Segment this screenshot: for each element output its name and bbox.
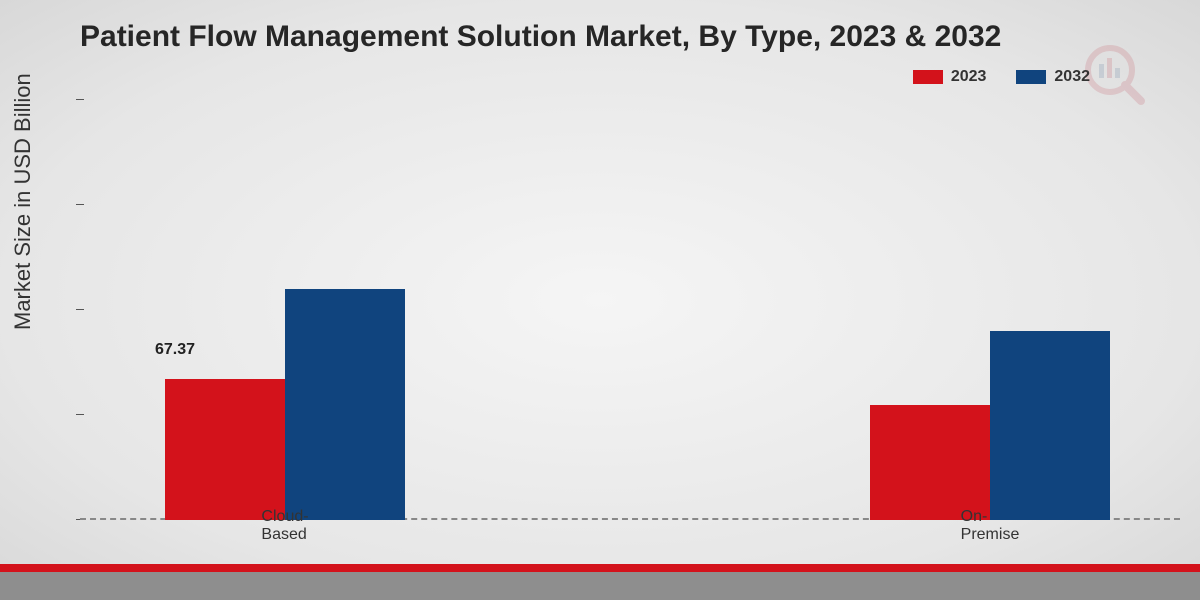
- bar-value-label: 67.37: [155, 341, 195, 359]
- footer-red-band: [0, 564, 1200, 572]
- legend-label-2023: 2023: [951, 68, 987, 86]
- legend-swatch-2032: [1016, 70, 1046, 84]
- chart-container: Patient Flow Management Solution Market,…: [0, 0, 1200, 600]
- legend-item-2032: 2032: [1016, 68, 1090, 86]
- legend-item-2023: 2023: [913, 68, 987, 86]
- bar: [990, 331, 1110, 520]
- y-axis-label: Market Size in USD Billion: [10, 73, 36, 330]
- chart-legend: 2023 2032: [913, 68, 1090, 86]
- y-tick: [76, 99, 84, 100]
- y-tick: [76, 414, 84, 415]
- bar: [165, 379, 285, 520]
- y-tick: [76, 309, 84, 310]
- x-category-label: Cloud-Based: [261, 508, 308, 544]
- chart-title: Patient Flow Management Solution Market,…: [80, 20, 1001, 54]
- footer-grey-band: [0, 572, 1200, 600]
- bar: [870, 405, 990, 521]
- y-tick: [76, 204, 84, 205]
- bar: [285, 289, 405, 520]
- legend-swatch-2023: [913, 70, 943, 84]
- plot-area: Cloud-BasedOn-Premise67.37: [80, 100, 1180, 520]
- x-category-label: On-Premise: [961, 508, 1020, 544]
- legend-label-2032: 2032: [1054, 68, 1090, 86]
